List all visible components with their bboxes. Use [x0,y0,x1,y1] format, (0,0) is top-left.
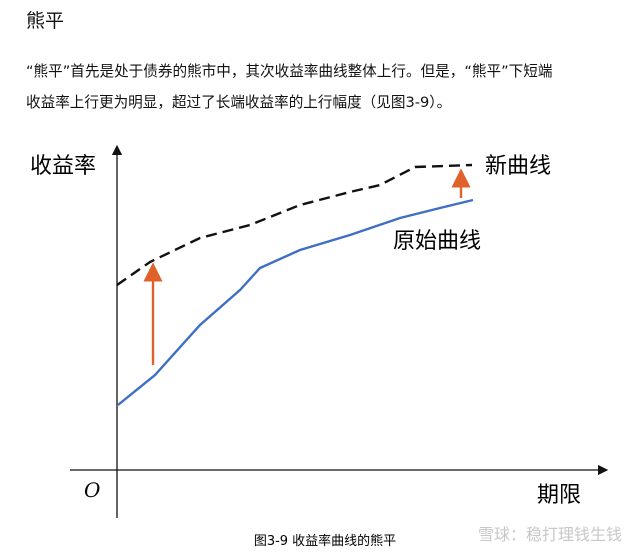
origin-label: O [84,478,100,502]
paragraph-line: 收益率上行更为明显，超过了长端收益率的上行幅度（见图3-9）。 [26,94,452,111]
original-curve [117,198,474,406]
y-axis-label: 收益率 [30,154,96,179]
curve-label: 原始曲线 [393,229,481,254]
caption: 图3-9 收益率曲线的熊平 [254,533,396,549]
paragraph-line: “熊平”首先是处于债券的熊市中，其次收益率曲线整体上行。但是，“熊平”下短端 [26,63,553,80]
new-curve [116,163,473,286]
x-axis-label: 期限 [537,483,581,508]
curve-label: 新曲线 [485,154,551,179]
watermark: 雪球：稳打理钱生钱 [478,525,622,544]
heading: 熊平 [26,10,65,32]
